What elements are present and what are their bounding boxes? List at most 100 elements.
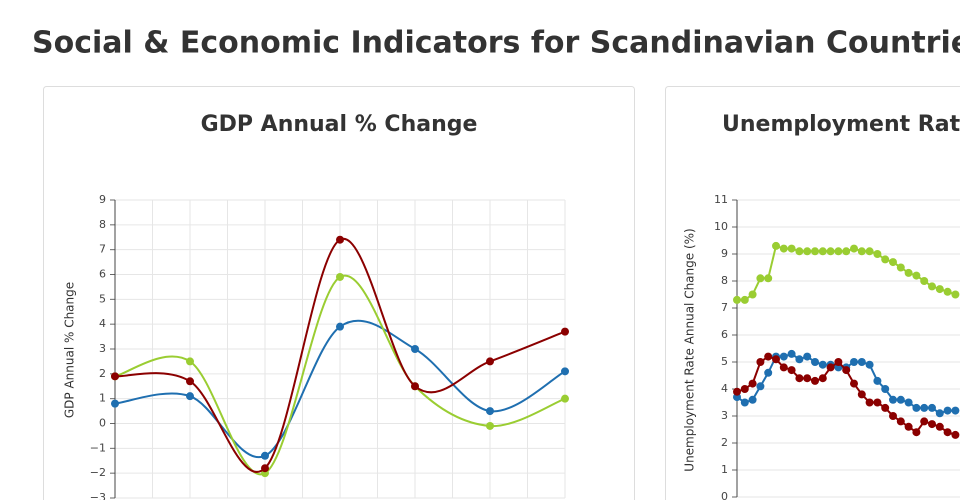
data-point	[186, 377, 194, 386]
data-point	[261, 451, 269, 460]
data-point	[779, 352, 788, 361]
data-point	[787, 244, 796, 253]
data-point	[787, 366, 796, 375]
data-point	[928, 420, 936, 429]
data-point	[935, 422, 944, 431]
data-point	[756, 358, 765, 366]
panel	[665, 86, 960, 500]
data-point	[748, 290, 757, 299]
data-point	[756, 382, 765, 391]
chart-title: Unemployment Rate	[722, 112, 960, 137]
data-point	[873, 250, 882, 258]
y-tick-label: 8	[721, 274, 728, 287]
data-point	[881, 403, 890, 412]
y-tick-label: −2	[90, 466, 106, 479]
y-tick-label: 2	[721, 436, 728, 449]
y-tick-label: 2	[99, 367, 106, 380]
data-point	[943, 428, 952, 437]
data-point	[764, 368, 773, 377]
data-point	[336, 235, 344, 244]
data-point	[896, 263, 905, 272]
data-point	[748, 395, 757, 404]
data-point	[928, 403, 936, 412]
data-point	[889, 258, 897, 267]
y-tick-label: 0	[99, 417, 106, 430]
data-point	[951, 406, 960, 415]
y-tick-label: 8	[99, 218, 106, 231]
data-point	[803, 374, 812, 383]
data-point	[818, 360, 827, 369]
data-point	[561, 394, 569, 403]
data-point	[111, 399, 119, 408]
data-point	[818, 247, 827, 256]
data-point	[811, 358, 819, 366]
data-point	[889, 395, 897, 404]
data-point	[857, 358, 866, 366]
data-point	[857, 247, 866, 256]
panel	[43, 86, 635, 500]
data-point	[779, 244, 788, 253]
data-point	[889, 412, 897, 420]
data-point	[943, 406, 952, 415]
data-point	[186, 392, 194, 401]
data-point	[740, 398, 749, 407]
series-line	[114, 274, 566, 476]
data-point	[951, 430, 960, 439]
y-tick-label: 6	[99, 268, 106, 281]
y-tick-label: 5	[721, 355, 728, 368]
data-point	[943, 287, 952, 296]
data-point	[764, 352, 773, 361]
data-point	[486, 421, 494, 430]
page-title: Social & Economic Indicators for Scandin…	[32, 26, 960, 61]
y-tick-label: 9	[99, 193, 106, 206]
data-point	[896, 417, 905, 426]
data-point	[733, 295, 741, 304]
y-tick-label: 1	[721, 463, 728, 476]
data-point	[561, 327, 569, 336]
data-point	[787, 349, 796, 358]
data-point	[748, 379, 757, 388]
data-point	[818, 374, 827, 383]
data-point	[842, 366, 851, 375]
data-point	[850, 244, 858, 253]
y-tick-label: 4	[99, 317, 106, 330]
y-axis-title: Unemployment Rate Annual Change (%)	[683, 228, 697, 471]
data-point	[803, 352, 812, 361]
y-tick-label: 10	[714, 220, 728, 233]
data-point	[336, 322, 344, 331]
y-tick-label: −1	[90, 441, 106, 454]
data-point	[756, 274, 765, 283]
data-point	[733, 387, 741, 396]
data-point	[740, 295, 749, 304]
data-point	[261, 464, 269, 473]
data-point	[920, 403, 929, 412]
y-tick-label: 3	[99, 342, 106, 355]
data-point	[764, 274, 773, 283]
data-point	[803, 247, 812, 256]
y-tick-label: 11	[714, 193, 728, 206]
data-point	[881, 385, 890, 393]
data-point	[834, 247, 843, 256]
data-point	[873, 398, 882, 407]
data-point	[912, 403, 921, 412]
y-tick-label: 3	[721, 409, 728, 422]
data-point	[561, 367, 569, 376]
data-point	[411, 382, 419, 391]
data-point	[865, 247, 874, 256]
data-point	[928, 282, 936, 291]
y-tick-label: 1	[99, 392, 106, 405]
y-tick-label: 0	[721, 490, 728, 500]
data-point	[772, 355, 780, 364]
data-point	[186, 357, 194, 366]
data-point	[486, 357, 494, 366]
data-point	[920, 417, 929, 426]
data-point	[772, 241, 780, 250]
data-point	[935, 409, 944, 418]
data-point	[795, 247, 804, 256]
data-point	[881, 255, 890, 264]
y-tick-label: 6	[721, 328, 728, 341]
data-point	[912, 271, 921, 280]
data-point	[920, 277, 929, 285]
data-point	[795, 374, 804, 383]
